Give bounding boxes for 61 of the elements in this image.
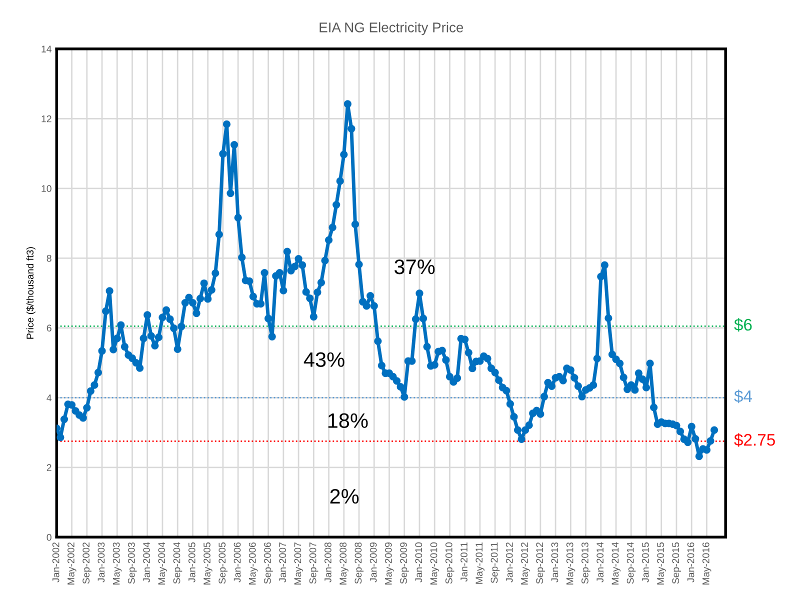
x-tick-label: Jan-2012 xyxy=(506,542,513,582)
x-tick-label: May-2011 xyxy=(476,542,484,584)
x-tick-label: Sep-2007 xyxy=(309,542,318,584)
y-axis-title: Price ($/thousand ft3) xyxy=(26,247,36,339)
x-tick-label: Jan-2015 xyxy=(642,542,649,582)
chart-title: EIA NG Electricity Price xyxy=(320,22,464,36)
x-tick-label: Jan-2005 xyxy=(188,542,196,582)
x-tick-label: May-2013 xyxy=(566,542,576,584)
annotation: 43% xyxy=(304,352,344,367)
x-tick-label: Jan-2010 xyxy=(415,542,422,582)
y-tick-label: 8 xyxy=(46,254,52,262)
annotation: 37% xyxy=(394,259,435,274)
x-tick-label: Sep-2006 xyxy=(264,542,273,584)
x-tick-label: May-2004 xyxy=(158,542,168,584)
x-tick-label: Jan-2009 xyxy=(370,542,377,582)
x-tick-label: May-2016 xyxy=(702,542,712,584)
x-tick-label: Sep-2004 xyxy=(173,542,182,584)
y-tick-label: 2 xyxy=(46,464,52,471)
y-tick-label: 6 xyxy=(46,324,52,332)
x-tick-label: Jan-2002 xyxy=(52,542,60,582)
x-tick-label: May-2008 xyxy=(340,542,348,584)
x-tick-label: Jan-2007 xyxy=(279,542,286,582)
x-tick-label: May-2005 xyxy=(204,542,212,584)
x-tick-label: Sep-2009 xyxy=(400,542,409,584)
x-tick-label: Sep-2014 xyxy=(626,542,636,584)
x-tick-label: Sep-2010 xyxy=(445,542,454,584)
x-tick-label: Sep-2012 xyxy=(536,542,545,584)
y-tick-label: 4 xyxy=(46,394,52,402)
annotation: 18% xyxy=(328,413,368,428)
x-tick-label: Sep-2002 xyxy=(82,542,92,584)
x-tick-label: Jan-2016 xyxy=(687,542,694,582)
ref-line-label: $2.75 xyxy=(734,433,775,447)
x-tick-label: May-2015 xyxy=(657,542,666,584)
y-tick-label: 14 xyxy=(42,46,52,52)
x-tick-label: Sep-2003 xyxy=(128,542,137,584)
x-tick-label: May-2012 xyxy=(521,542,530,584)
x-tick-label: Sep-2013 xyxy=(582,542,590,584)
x-tick-label: Jan-2011 xyxy=(460,542,468,582)
annotation: 2% xyxy=(330,488,359,504)
x-tick-label: Jan-2013 xyxy=(551,542,558,582)
x-tick-label: Jan-2003 xyxy=(98,542,105,582)
ref-line-label: $4 xyxy=(734,390,752,404)
x-tick-label: Jan-2014 xyxy=(596,542,604,582)
x-tick-label: May-2003 xyxy=(112,542,122,584)
ref-line-label: $6 xyxy=(734,318,752,332)
y-tick-label: 0 xyxy=(46,534,52,541)
x-tick-label: Jan-2008 xyxy=(324,542,332,582)
x-tick-label: Jan-2004 xyxy=(143,542,150,582)
x-tick-label: May-2010 xyxy=(430,542,440,584)
x-tick-label: May-2006 xyxy=(248,542,258,584)
y-tick-label: 10 xyxy=(42,185,52,192)
x-tick-label: May-2007 xyxy=(294,542,304,584)
y-tick-label: 12 xyxy=(42,115,52,122)
x-tick-label: May-2002 xyxy=(68,542,76,584)
x-tick-label: Sep-2005 xyxy=(218,542,228,584)
x-tick-label: May-2009 xyxy=(384,542,394,584)
x-tick-label: May-2014 xyxy=(612,542,621,584)
x-tick-label: Sep-2008 xyxy=(354,542,364,584)
x-tick-label: Sep-2011 xyxy=(490,542,500,584)
x-tick-label: Sep-2015 xyxy=(672,542,682,584)
x-tick-label: Jan-2006 xyxy=(234,542,241,582)
